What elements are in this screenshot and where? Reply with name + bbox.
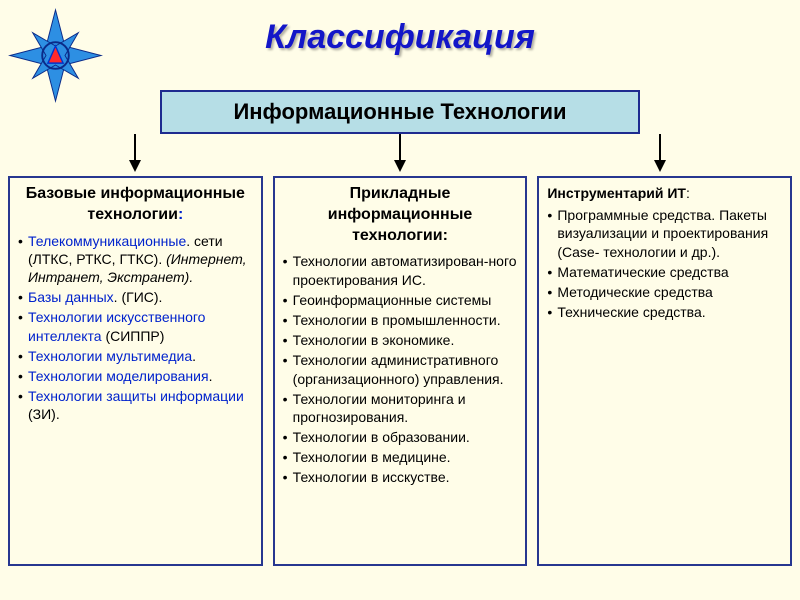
list-item: Базы данных. (ГИС). — [18, 288, 253, 306]
text-segment: Программные средства. Пакеты визуализаци… — [557, 207, 768, 259]
list-item: Технологии защиты информации (ЗИ). — [18, 387, 253, 423]
column-1: Базовые информационные технологии: Телек… — [8, 176, 263, 566]
list-item: Технологии автоматизирован-ного проектир… — [283, 252, 518, 288]
text-segment: Инструментарий ИТ — [547, 185, 686, 201]
list-item: Технологии в промышленности. — [283, 311, 518, 329]
columns-row: Базовые информационные технологии: Телек… — [8, 176, 792, 566]
text-segment: Технологии в исскустве. — [293, 469, 450, 485]
list-item: Технологии мультимедиа. — [18, 347, 253, 365]
list-item: Математические средства — [547, 263, 782, 281]
column-3-heading: Инструментарий ИТ: — [547, 184, 782, 202]
text-segment: . — [192, 348, 196, 364]
column-1-heading: Базовые информационные технологии: — [18, 184, 253, 226]
text-segment: Математические средства — [557, 264, 728, 280]
list-item: Технологии в медицине. — [283, 448, 518, 466]
text-segment: Технологии в образовании. — [293, 429, 470, 445]
column-1-heading-colon: : — [178, 206, 183, 223]
column-2-heading: Прикладные информационные технологии: — [283, 184, 518, 246]
column-2-list: Технологии автоматизирован-ного проектир… — [283, 252, 518, 486]
text-segment: Методические средства — [557, 284, 712, 300]
text-segment: Технические средства. — [557, 304, 705, 320]
text-segment: Геоинформационные системы — [293, 292, 492, 308]
list-item: Технологии мониторинга и прогнозирования… — [283, 390, 518, 426]
column-3: Инструментарий ИТ: Программные средства.… — [537, 176, 792, 566]
text-segment: Базы данных — [28, 289, 114, 305]
list-item: Телекоммуникационные. сети (ЛТКС, РТКС, … — [18, 232, 253, 287]
column-2: Прикладные информационные технологии: Те… — [273, 176, 528, 566]
list-item: Методические средства — [547, 283, 782, 301]
column-1-list: Телекоммуникационные. сети (ЛТКС, РТКС, … — [18, 232, 253, 424]
text-segment: . — [209, 368, 213, 384]
text-segment: Технологии мониторинга и прогнозирования… — [293, 391, 466, 425]
list-item: Программные средства. Пакеты визуализаци… — [547, 206, 782, 261]
text-segment: Технологии административного (организаци… — [293, 352, 504, 386]
text-segment: Технологии в экономике. — [293, 332, 455, 348]
text-segment: Технологии защиты информации — [28, 388, 244, 404]
text-segment: Технологии в медицине. — [293, 449, 451, 465]
text-segment: . (ГИС). — [114, 289, 163, 305]
list-item: Технические средства. — [547, 303, 782, 321]
text-segment: (ЗИ). — [28, 406, 60, 422]
list-item: Технологии искусственного интеллекта (СИ… — [18, 308, 253, 344]
list-item: Технологии административного (организаци… — [283, 351, 518, 387]
text-segment: Телекоммуникационные — [28, 233, 186, 249]
column-1-heading-text: Базовые информационные технологии — [26, 185, 245, 223]
text-segment: (СИППР) — [102, 328, 165, 344]
page-title: Классификация — [0, 18, 800, 57]
list-item: Технологии в экономике. — [283, 331, 518, 349]
text-segment: Технологии в промышленности. — [293, 312, 501, 328]
text-segment: Технологии моделирования — [28, 368, 209, 384]
list-item: Технологии в исскустве. — [283, 468, 518, 486]
root-node-label: Информационные Технологии — [233, 99, 566, 125]
list-item: Технологии в образовании. — [283, 428, 518, 446]
list-item: Геоинформационные системы — [283, 291, 518, 309]
text-segment: Технологии мультимедиа — [28, 348, 192, 364]
column-3-list: Программные средства. Пакеты визуализаци… — [547, 206, 782, 321]
text-segment: Технологии автоматизирован-ного проектир… — [293, 253, 517, 287]
connector-arrows — [0, 134, 800, 174]
list-item: Технологии моделирования. — [18, 367, 253, 385]
root-node: Информационные Технологии — [160, 90, 640, 134]
text-segment: : — [686, 185, 690, 201]
